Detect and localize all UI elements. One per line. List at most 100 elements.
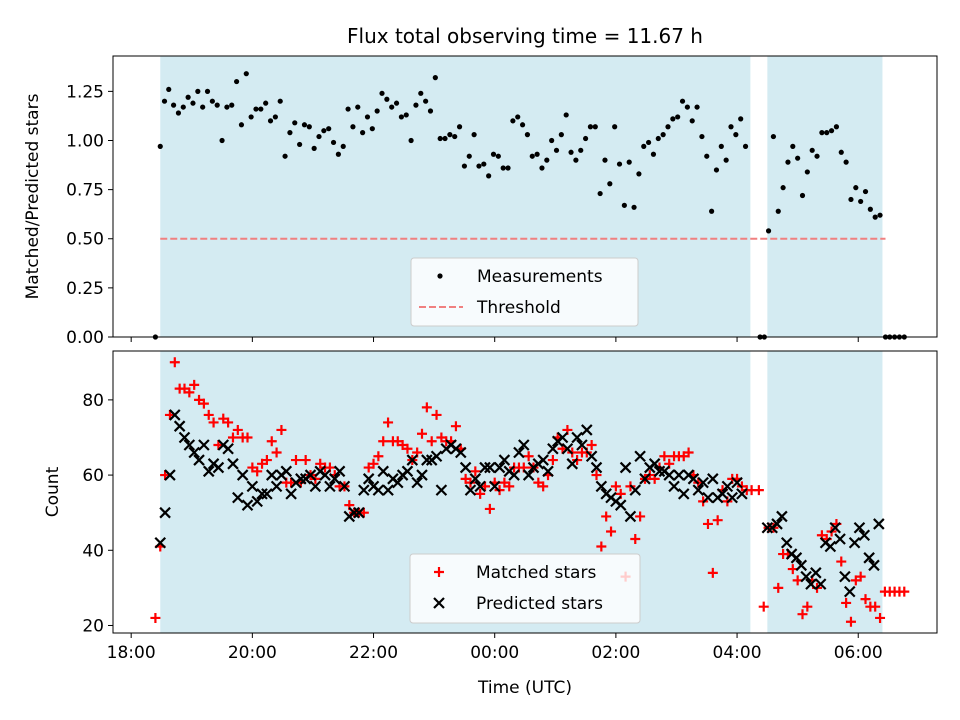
predicted-star-marker [634, 450, 646, 463]
measurement-point [408, 137, 414, 144]
measurement-point [549, 137, 555, 144]
matched-star-marker [484, 503, 495, 514]
predicted-star-marker [736, 488, 748, 500]
predicted-star-marker [295, 473, 307, 485]
matched-star-marker [538, 481, 549, 492]
measurement-point [461, 163, 468, 169]
observing-interval-band [767, 56, 883, 337]
y-tick-label: 0.75 [66, 181, 104, 201]
measurement-point [785, 159, 791, 165]
top-marks-layer [152, 71, 907, 340]
matched-star-marker [855, 571, 866, 582]
measurement-point [544, 157, 550, 163]
matched-star-marker [470, 466, 481, 477]
predicted-star-marker [800, 570, 812, 583]
measurement-point [587, 124, 594, 130]
matched-star-marker [702, 518, 713, 529]
measurement-point [427, 108, 434, 114]
matched-star-marker [845, 616, 856, 627]
matched-star-marker [417, 428, 427, 439]
predicted-star-marker [236, 469, 249, 481]
measurement-point [858, 198, 864, 205]
predicted-star-marker [576, 439, 588, 451]
predicted-star-marker [561, 442, 574, 455]
predicted-star-marker [702, 491, 714, 504]
predicted-star-marker [421, 454, 433, 466]
predicted-star-marker [280, 465, 293, 478]
predicted-star-marker [810, 567, 822, 579]
matched-star-marker [261, 455, 272, 466]
legend-measurements-label: Measurements [477, 267, 603, 287]
matched-star-marker [773, 582, 784, 593]
matched-star-marker [635, 511, 646, 522]
predicted-star-marker [265, 469, 278, 481]
measurement-point [795, 155, 801, 161]
bottom-legend: Matched stars Predicted stars [409, 553, 641, 624]
measurement-point [799, 192, 806, 199]
matched-star-marker [402, 443, 413, 454]
predicted-star-marker [648, 458, 661, 470]
measurement-point [389, 104, 395, 110]
predicted-star-marker [469, 473, 482, 485]
predicted-star-marker [590, 461, 603, 474]
predicted-star-marker [624, 510, 637, 523]
matched-star-marker [870, 601, 881, 612]
measurement-point [423, 98, 429, 104]
predicted-star-marker [251, 495, 263, 508]
measurement-point [263, 100, 269, 106]
predicted-star-marker [328, 473, 341, 485]
predicted-star-marker [863, 552, 875, 564]
matched-star-marker [841, 597, 852, 608]
matched-star-marker [252, 466, 263, 477]
predicted-star-marker [256, 488, 268, 500]
measurement-point [814, 153, 820, 159]
measurement-point [238, 122, 245, 128]
measurement-point [862, 188, 869, 195]
measurement-point [679, 98, 686, 104]
predicted-star-marker [227, 458, 239, 470]
x-tick-label: 20:00 [228, 643, 277, 663]
measurement-point [369, 126, 375, 132]
matched-star-marker [421, 402, 432, 413]
matched-star-marker [150, 612, 161, 623]
predicted-star-marker [154, 536, 167, 549]
measurement-point [582, 135, 589, 142]
top-legend-box [410, 257, 639, 327]
predicted-star-marker [464, 484, 477, 496]
measurement-point [728, 124, 734, 130]
matched-star-marker [426, 436, 437, 447]
matched-star-marker [683, 447, 694, 458]
predicted-star-marker [858, 529, 871, 542]
predicted-star-marker [513, 446, 525, 459]
measurement-point [243, 71, 249, 77]
measurement-point [495, 153, 501, 159]
predicted-star-marker [707, 473, 719, 485]
x-tick-label: 22:00 [349, 643, 398, 663]
measurement-point [819, 130, 825, 136]
matched-star-marker [610, 481, 621, 492]
measurement-point [612, 124, 618, 130]
matched-star-marker [758, 601, 769, 612]
predicted-star-marker [358, 484, 370, 496]
predicted-star-marker [479, 461, 491, 474]
legend-threshold-label: Threshold [476, 298, 561, 318]
predicted-star-marker [595, 480, 608, 493]
plot-frame [112, 350, 938, 634]
measurement-point [190, 100, 196, 106]
measurement-point [833, 124, 840, 130]
matched-star-marker [875, 612, 886, 623]
measurement-point [297, 141, 303, 148]
matched-star-marker [797, 609, 808, 620]
predicted-star-marker [571, 431, 583, 444]
measurement-point [224, 104, 230, 110]
predicted-star-marker [416, 469, 428, 481]
matched-star-marker [383, 417, 394, 428]
measurement-point [828, 128, 835, 134]
bottom-legend-box [409, 553, 641, 624]
predicted-star-marker [362, 473, 375, 485]
measurement-point [770, 133, 777, 140]
measurement-point [675, 114, 681, 120]
matched-star-marker [242, 432, 253, 443]
predicted-star-marker [668, 480, 680, 493]
measurement-point [452, 133, 458, 140]
